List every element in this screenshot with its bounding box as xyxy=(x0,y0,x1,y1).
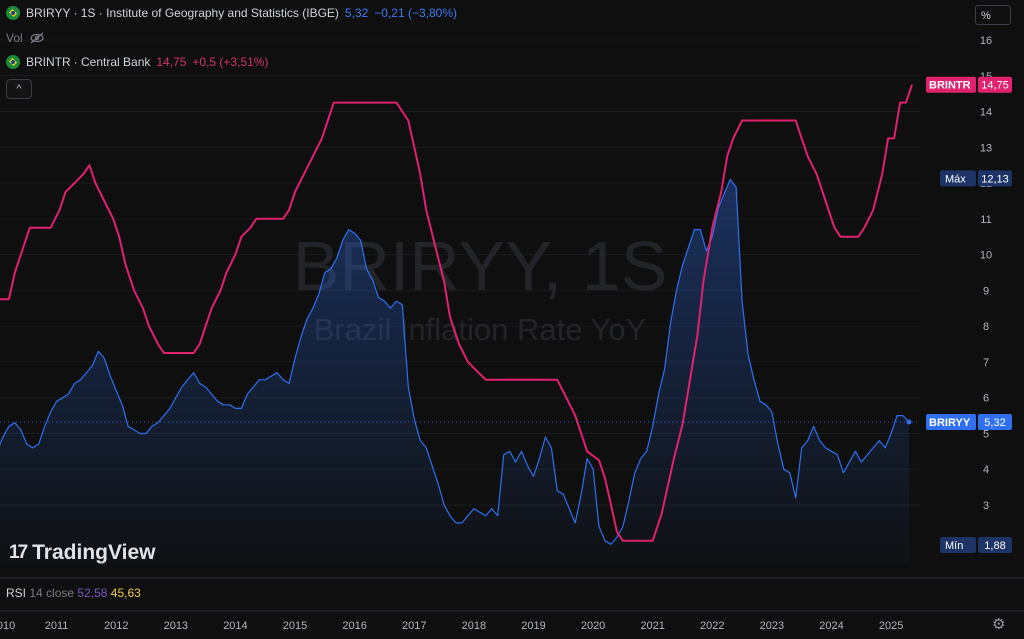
y-tick-label: 11 xyxy=(980,214,991,226)
x-tick-label: 2018 xyxy=(462,620,486,632)
legend-main-title: · 1S · Institute of Geography and Statis… xyxy=(73,6,339,20)
price-label-value: 14,75 xyxy=(981,80,1009,92)
tradingview-logo-icon: 17 xyxy=(9,542,28,563)
y-tick-label: 6 xyxy=(983,393,989,405)
brazil-flag-icon xyxy=(6,55,20,69)
y-tick-label: 14 xyxy=(980,107,992,119)
price-label-value: 12,13 xyxy=(981,173,1009,185)
y-tick-label: 3 xyxy=(983,500,989,512)
y-tick-label: 9 xyxy=(983,285,989,297)
series-area-briryy xyxy=(0,179,909,565)
price-label-value-bg xyxy=(978,537,1012,554)
series-line-brintr xyxy=(0,84,913,542)
collapse-legend-button[interactable]: ^ xyxy=(6,79,32,99)
x-tick-label: 2016 xyxy=(342,620,366,632)
x-tick-label: 2015 xyxy=(283,620,307,632)
price-label-name: Máx xyxy=(945,173,966,185)
legend-main[interactable]: BRIRYY · 1S · Institute of Geography and… xyxy=(6,6,457,20)
price-label-briryy: BRIRYY 5,32 xyxy=(926,414,1012,431)
legend-main-value: 5,32 xyxy=(344,6,369,20)
rsi-legend[interactable]: RSI 14 close 52,58 45,63 xyxy=(6,586,141,600)
tradingview-logo[interactable]: 17 TradingView xyxy=(9,541,155,565)
price-label-value: 5,32 xyxy=(984,417,1005,429)
legend-vol-label: Vol xyxy=(6,31,23,45)
x-tick-label: 2014 xyxy=(223,620,247,632)
price-label-name-bg xyxy=(940,170,976,187)
y-tick-label: 5 xyxy=(983,428,989,440)
x-tick-label: 2013 xyxy=(164,620,188,632)
chevron-up-icon: ^ xyxy=(16,83,22,95)
y-tick-label: 8 xyxy=(983,321,989,333)
rsi-value-1: 52,58 xyxy=(77,586,108,600)
gear-icon[interactable]: ⚙ xyxy=(992,616,1006,633)
price-label-value-bg xyxy=(978,76,1012,93)
x-tick-label: 2017 xyxy=(402,620,426,632)
legend-second-value: 14,75 xyxy=(156,55,187,69)
price-label-value-bg xyxy=(978,170,1012,187)
legend-main-symbol: BRIRYY xyxy=(26,6,71,20)
y-tick-label: 13 xyxy=(980,142,992,154)
price-label-name-bg xyxy=(926,76,976,93)
legend-volume[interactable]: Vol xyxy=(6,31,45,45)
price-label-mín: Mín 1,88 xyxy=(940,537,1012,554)
x-tick-label: 2025 xyxy=(879,620,903,632)
series-line-briryy xyxy=(0,178,910,545)
legend-second-source: · Central Bank xyxy=(73,55,151,69)
price-label-name-bg xyxy=(926,414,976,431)
rsi-label: RSI xyxy=(6,586,27,600)
series-endpoint-briryy xyxy=(906,419,912,425)
x-tick-label: 2019 xyxy=(521,620,545,632)
y-tick-label: 16 xyxy=(980,35,992,47)
rsi-value-2: 45,63 xyxy=(110,586,141,600)
price-label-name-bg xyxy=(940,537,976,554)
legend-second[interactable]: BRINTR · Central Bank 14,75 +0,5 (+3,51%… xyxy=(6,55,268,69)
y-tick-label: 7 xyxy=(983,357,989,369)
y-tick-label: 4 xyxy=(983,464,989,476)
legend-second-symbol: BRINTR xyxy=(26,55,71,69)
x-tick-label: 2024 xyxy=(819,620,843,632)
tradingview-logo-text: TradingView xyxy=(32,541,156,564)
legend-main-change: −0,21 (−3,80%) xyxy=(374,6,458,20)
y-tick-label: 10 xyxy=(980,250,992,262)
x-tick-label: 2012 xyxy=(104,620,128,632)
price-label-brintr: BRINTR 14,75 xyxy=(926,76,1012,93)
price-label-value: 1,88 xyxy=(984,540,1005,552)
brazil-flag-icon xyxy=(6,6,20,20)
price-label-name: BRINTR xyxy=(929,80,971,92)
price-label-name: BRIRYY xyxy=(929,417,971,429)
x-tick-label: 2011 xyxy=(45,620,69,632)
x-tick-label: 2021 xyxy=(640,620,664,632)
x-tick-label: 2020 xyxy=(581,620,605,632)
x-tick-label: 2023 xyxy=(760,620,784,632)
price-label-value-bg xyxy=(978,414,1012,431)
percent-scale-button[interactable]: % xyxy=(975,5,1011,25)
legend-second-change: +0,5 (+3,51%) xyxy=(192,55,269,69)
price-label-máx: Máx 12,13 xyxy=(940,170,1012,187)
x-tick-label: 2022 xyxy=(700,620,724,632)
x-tick-label: 010 xyxy=(0,620,15,632)
rsi-params: 14 close xyxy=(29,586,75,600)
eye-off-icon[interactable] xyxy=(29,32,45,44)
price-label-name: Mín xyxy=(945,540,963,552)
